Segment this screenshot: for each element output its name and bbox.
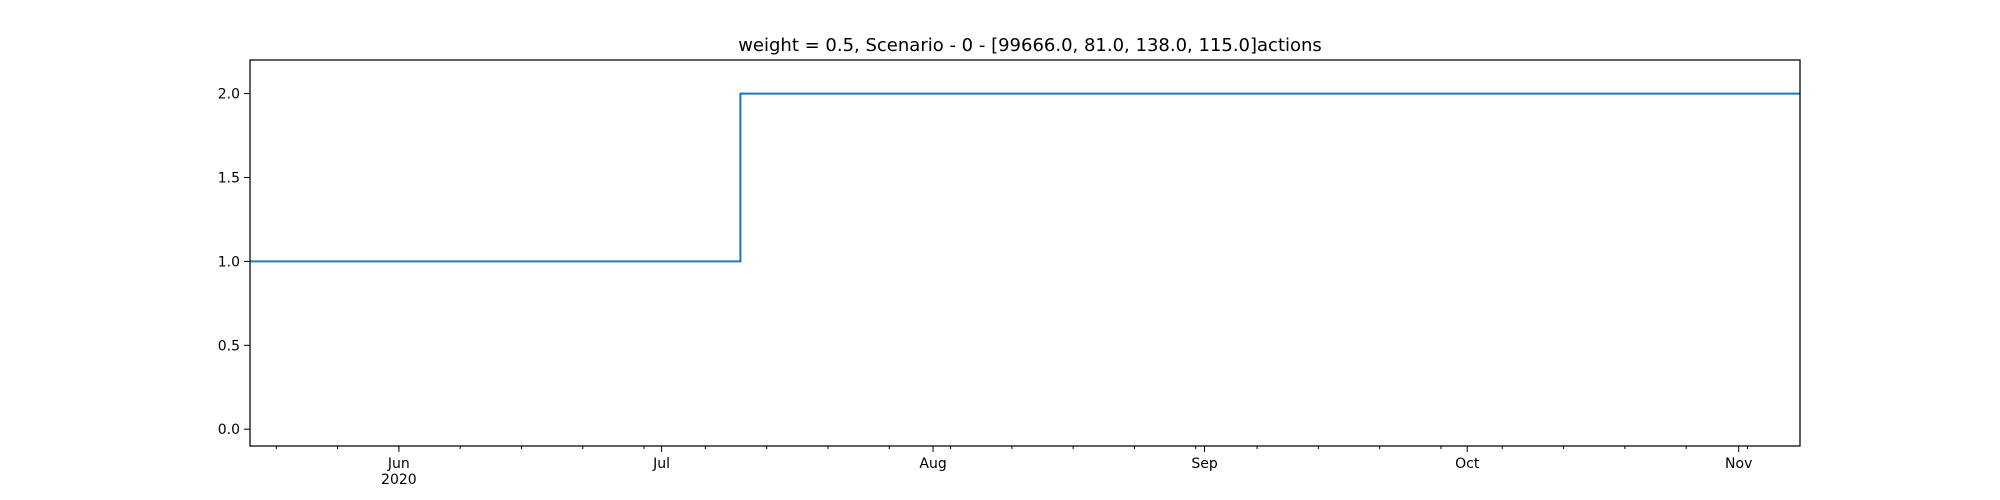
axes-frame: [249, 59, 1801, 447]
x-tick-label: Sep: [1191, 456, 1218, 472]
y-tick-label: 0.0: [218, 422, 240, 438]
x-tick-label: Jun: [387, 456, 410, 472]
x-tick-label: Jul: [652, 456, 670, 472]
x-tick-label: Aug: [919, 456, 946, 472]
chart-title: weight = 0.5, Scenario - 0 - [99666.0, 8…: [738, 35, 1322, 56]
x-tick-label: Oct: [1455, 456, 1480, 472]
y-tick-label: 1.0: [218, 254, 240, 270]
x-tick-sublabel: 2020: [381, 472, 417, 488]
x-tick-label: Nov: [1725, 456, 1752, 472]
y-tick-label: 1.5: [218, 170, 240, 186]
y-tick-label: 2.0: [218, 87, 240, 103]
series-line: [250, 92, 1800, 263]
y-tick-label: 0.5: [218, 338, 240, 354]
